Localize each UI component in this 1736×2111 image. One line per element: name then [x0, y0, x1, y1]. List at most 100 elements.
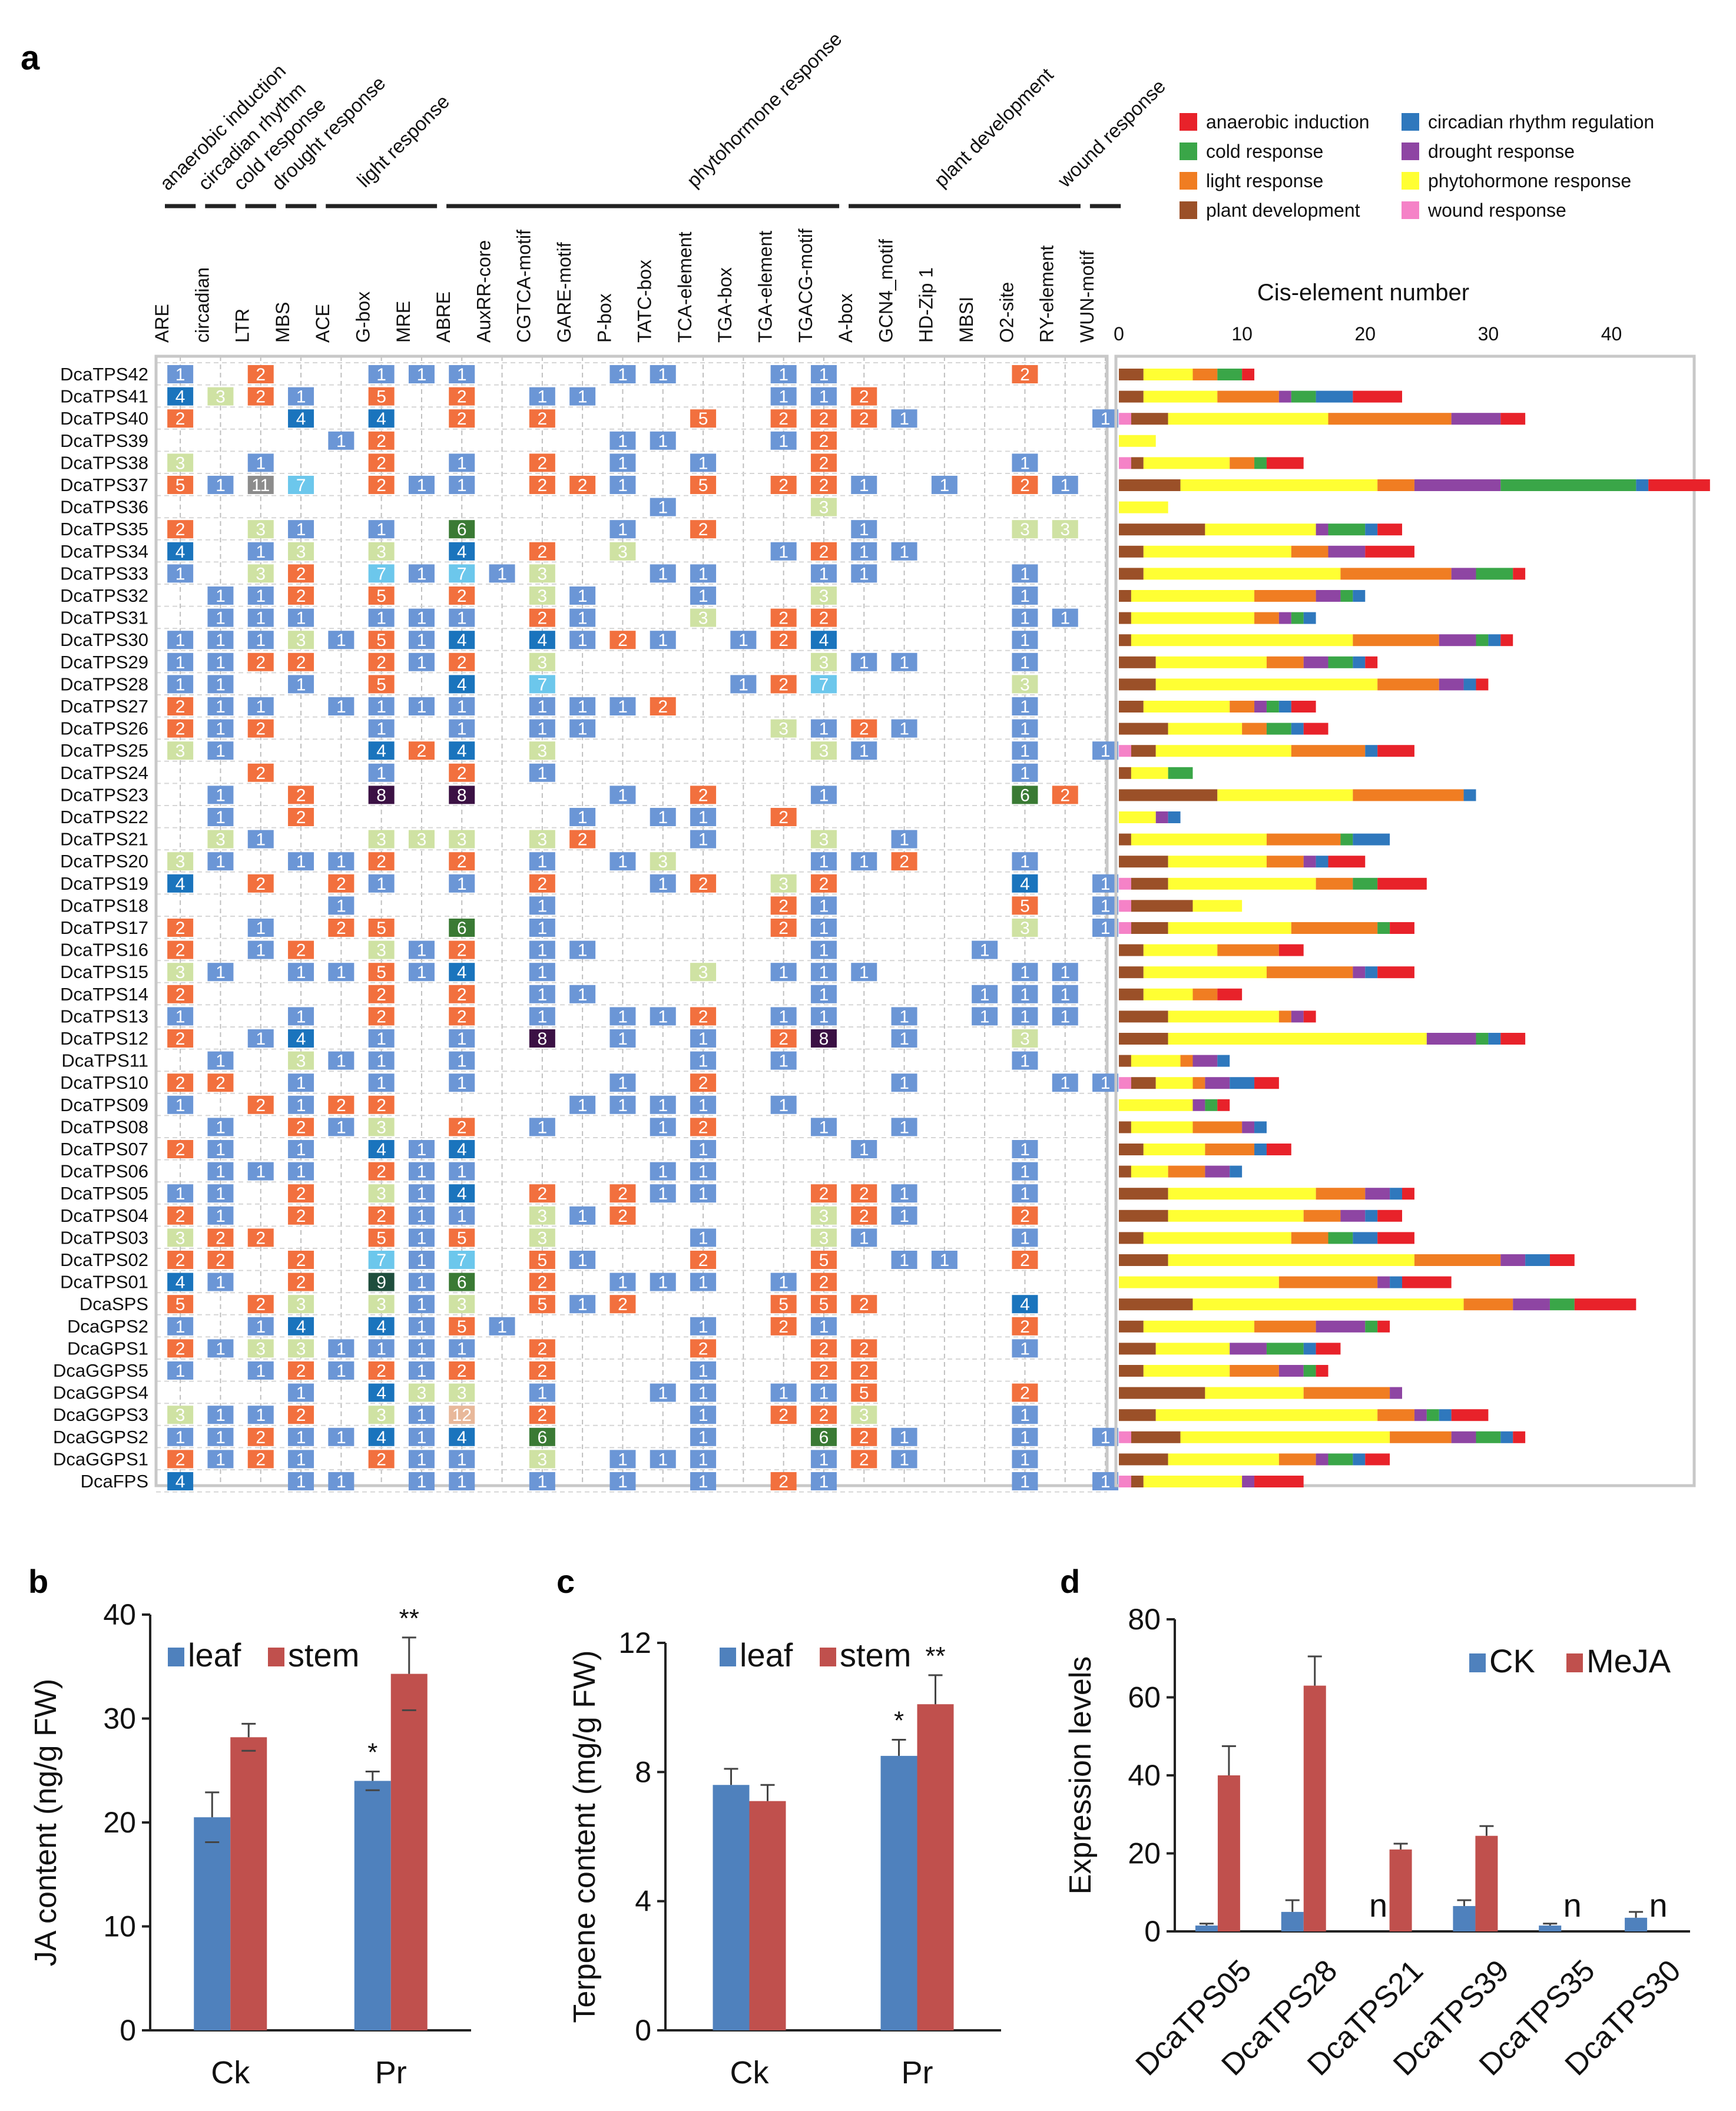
stacked-segment-anaerobic — [1303, 723, 1328, 735]
heatmap-cell — [770, 808, 797, 826]
heatmap-cell-value: 1 — [417, 631, 427, 650]
heatmap-cell-value: 1 — [618, 1450, 628, 1469]
stacked-segment-cold — [1217, 369, 1243, 380]
heatmap-cell-value: 1 — [538, 1384, 548, 1403]
heatmap-cell — [288, 1317, 314, 1335]
heatmap-cell — [972, 940, 998, 959]
heatmap-cell — [650, 1118, 676, 1136]
heatmap-cell — [1012, 1140, 1038, 1158]
stacked-segment-development — [1119, 523, 1205, 536]
heatmap-cell-value: 2 — [658, 697, 668, 717]
heatmap-cell — [810, 409, 837, 428]
heatmap-cell — [1092, 1427, 1119, 1446]
heatmap-cell-value: 1 — [417, 476, 427, 495]
heatmap-cell-value: 2 — [859, 1207, 869, 1226]
heatmap-cell — [167, 1317, 194, 1335]
stacked-segment-anaerobic — [1266, 457, 1304, 469]
heatmap-cell-value: 2 — [256, 365, 266, 385]
heatmap-cell-value: 4 — [457, 675, 467, 694]
heatmap-cell-value: 2 — [376, 453, 386, 473]
heatmap-cell — [368, 1361, 395, 1380]
heatmap-cell-value: 1 — [859, 963, 869, 982]
heatmap-cell — [810, 963, 837, 982]
y-tick-label: 10 — [103, 1910, 136, 1943]
heatmap-cell-value: 11 — [251, 476, 270, 495]
heatmap-cell — [1012, 365, 1038, 383]
heatmap-cell-value: 1 — [457, 1073, 467, 1093]
heatmap-cell-value: 1 — [1101, 919, 1111, 938]
heatmap-cell — [288, 652, 314, 671]
heatmap-cell-value: 1 — [819, 1472, 829, 1492]
gene-label-dcatps34: DcaTPS34 — [60, 541, 148, 562]
heatmap-cell — [1012, 1029, 1038, 1048]
heatmap-cell-value: 1 — [216, 675, 226, 694]
heatmap-cell — [207, 719, 234, 738]
heatmap-cell — [207, 1073, 234, 1092]
heatmap-cell — [167, 520, 194, 539]
heatmap-cell-value: 3 — [538, 1450, 548, 1469]
stacked-segment-drought — [1377, 1276, 1390, 1288]
heatmap-cell-value: 3 — [296, 1295, 306, 1314]
heatmap-cell — [810, 652, 837, 671]
stacked-segment-circadian — [1488, 634, 1501, 647]
stacked-segment-anaerobic — [1254, 1077, 1279, 1089]
heatmap-cell-value: 1 — [457, 365, 467, 385]
heatmap-cell — [167, 365, 194, 383]
counts-tick-label: 10 — [1231, 323, 1253, 344]
heatmap-cell-value: 3 — [819, 498, 829, 518]
stacked-segment-anaerobic — [1278, 944, 1304, 956]
stacked-segment-drought — [1192, 1055, 1218, 1067]
heatmap-cell-value: 1 — [417, 1428, 427, 1447]
heatmap-cell — [690, 1095, 717, 1114]
heatmap-cell-value: 2 — [457, 941, 467, 960]
motif-label-o2-site: O2-site — [996, 282, 1017, 343]
heatmap-cell — [288, 1162, 314, 1181]
gene-label-dcatps08: DcaTPS08 — [60, 1116, 148, 1137]
heatmap-cell — [650, 365, 676, 383]
heatmap-cell-value: 1 — [1020, 453, 1030, 473]
bar-meja — [1303, 1685, 1326, 1931]
heatmap-cell — [810, 564, 837, 583]
heatmap-cell-value: 2 — [457, 1118, 467, 1137]
stacked-segment-anaerobic — [1390, 922, 1414, 934]
heatmap-cell-value: 1 — [819, 564, 829, 584]
heatmap-cell-value: 1 — [940, 476, 950, 495]
heatmap-cell-value: 1 — [618, 432, 628, 451]
heatmap-cell — [368, 387, 395, 406]
heatmap-cell — [529, 1007, 555, 1026]
heatmap-cell-value: 1 — [256, 1162, 266, 1182]
heatmap-cell — [408, 1427, 435, 1446]
heatmap-cell-value: 1 — [216, 631, 226, 650]
heatmap-cell-value: 1 — [376, 609, 386, 628]
gene-label-dcatps38: DcaTPS38 — [60, 452, 148, 473]
heatmap-cell-value: 7 — [538, 675, 548, 694]
heatmap-cell-value: 3 — [658, 852, 668, 871]
heatmap-cell-value: 1 — [980, 1007, 990, 1026]
category-label-wound-response: wound response — [1053, 75, 1170, 192]
motif-label-tgacg-motif: TGACG-motif — [795, 228, 816, 343]
heatmap-cell-value: 1 — [578, 941, 588, 960]
heatmap-cell — [207, 476, 234, 494]
heatmap-cell — [810, 1406, 837, 1424]
stacked-segment-development — [1119, 656, 1156, 668]
heatmap-cell-value: 1 — [538, 720, 548, 739]
heatmap-cell — [1052, 476, 1078, 494]
heatmap-cell-value: 1 — [296, 675, 306, 694]
heatmap-cell — [1012, 874, 1038, 893]
heatmap-cell — [1092, 1472, 1119, 1490]
heatmap-cell — [1012, 1427, 1038, 1446]
stacked-segment-phyto — [1192, 900, 1243, 912]
heatmap-cell — [288, 608, 314, 627]
stacked-segment-anaerobic — [1377, 745, 1414, 757]
heatmap-cell — [449, 1361, 475, 1380]
heatmap-cell — [449, 1118, 475, 1136]
heatmap-cell-value: 1 — [859, 476, 869, 495]
legend-swatch-leaf — [720, 1648, 736, 1666]
heatmap-cell — [368, 542, 395, 561]
heatmap-cell — [288, 852, 314, 871]
heatmap-cell — [247, 697, 274, 715]
motif-label-tca-element: TCA-element — [674, 231, 695, 343]
heatmap-cell — [891, 830, 917, 849]
heatmap-cell — [368, 1073, 395, 1092]
stacked-segment-cold — [1266, 1343, 1304, 1355]
